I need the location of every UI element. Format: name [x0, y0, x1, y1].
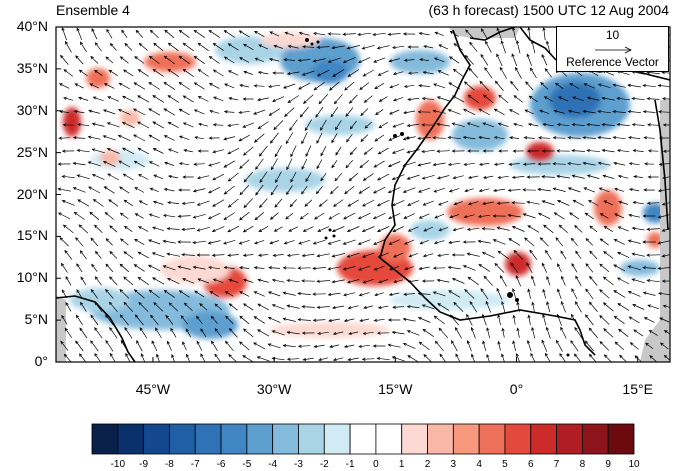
- colorbar-tick-label: -4: [268, 459, 278, 470]
- colorbar-tick-label: 1: [398, 459, 405, 470]
- colorbar-swatch: [478, 423, 506, 455]
- colorbar-tick-label: 4: [476, 459, 482, 470]
- lat-label: 5°N: [24, 311, 49, 328]
- lat-label: 10°N: [16, 269, 48, 286]
- lon-label: 15°E: [622, 381, 653, 397]
- lon-label: 15°W: [378, 381, 413, 397]
- colorbar-tick-label: 2: [424, 459, 431, 470]
- colorbar-swatch: [581, 423, 609, 455]
- colorbar-tick-label: 9: [605, 459, 611, 470]
- lat-label: 25°N: [16, 143, 48, 160]
- lat-label: 15°N: [16, 227, 48, 244]
- lon-label: 0°: [509, 381, 524, 397]
- colorbar-swatch: [349, 423, 377, 455]
- colorbar-swatch: [556, 423, 583, 455]
- reference-vector-value: 10: [605, 28, 620, 42]
- colorbar-tick-label: -9: [139, 459, 149, 470]
- colorbar-swatch: [169, 423, 196, 455]
- colorbar-tick-label: 8: [579, 459, 586, 470]
- reference-arrow-icon: [595, 46, 632, 54]
- colorbar-tick-label: 3: [450, 459, 457, 470]
- lat-label: 40°N: [16, 18, 48, 34]
- axis-ticks: [56, 26, 639, 363]
- colorbar-swatch: [323, 423, 351, 455]
- colorbar-swatch: [220, 423, 248, 455]
- colorbar-swatch: [530, 423, 557, 455]
- colorbar-tick-label: -7: [190, 459, 200, 470]
- colorbar-tick-label: -6: [216, 459, 226, 470]
- colorbar-swatch: [375, 423, 403, 455]
- colorbar-swatch: [607, 423, 635, 455]
- colorbar-swatch: [427, 423, 454, 455]
- colorbar-swatch: [298, 423, 325, 455]
- islands: [305, 38, 570, 357]
- colorbar-tick-label: -3: [294, 459, 303, 470]
- reference-vector-label: Reference Vector: [566, 55, 659, 69]
- colorbar-tick-label: -10: [110, 459, 126, 470]
- colorbar-tick-label: 10: [628, 459, 640, 470]
- colorbar-tick-label: -2: [319, 459, 329, 470]
- lat-label: 30°N: [16, 101, 48, 118]
- lat-label: 35°N: [16, 59, 48, 76]
- colorbar-swatch: [401, 423, 428, 455]
- colorbar-tick-label: -8: [164, 459, 174, 470]
- colorbar: [91, 423, 635, 455]
- colorbar-tick-label: -5: [242, 459, 252, 470]
- lat-label: 20°N: [16, 185, 48, 202]
- colorbar-swatch: [194, 423, 222, 455]
- forecast-time-title: (63 h forecast) 1500 UTC 12 Aug 2004: [428, 2, 669, 18]
- colorbar-swatch: [452, 423, 480, 455]
- colorbar-swatch: [272, 423, 299, 455]
- colorbar-tick-label: 5: [502, 459, 508, 470]
- colorbar-swatch: [504, 423, 532, 455]
- colorbar-tick-label: 0: [373, 459, 379, 470]
- lat-label: 0°: [34, 353, 48, 369]
- colorbar-tick-label: 7: [553, 459, 560, 470]
- reference-vector-legend: 10 Reference Vector: [556, 26, 669, 72]
- colorbar-swatch: [246, 423, 274, 455]
- colorbar-swatch: [143, 423, 170, 455]
- colorbar-tick-label: 6: [527, 459, 534, 470]
- lon-label: 45°W: [135, 381, 171, 397]
- colorbar-swatch: [91, 423, 119, 455]
- panel-title: Ensemble 4: [56, 2, 130, 18]
- lon-label: 30°W: [256, 381, 292, 397]
- colorbar-swatch: [117, 423, 145, 455]
- colorbar-tick-label: -1: [345, 459, 355, 470]
- anomaly-shading: [63, 32, 667, 339]
